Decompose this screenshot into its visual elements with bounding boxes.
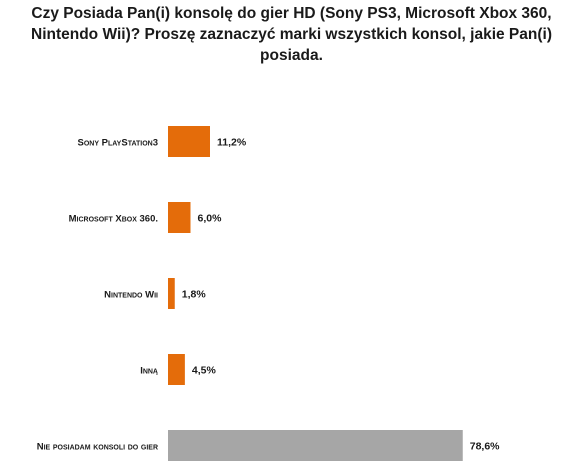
category-label-0: Sony PlayStation3: [78, 138, 158, 149]
category-label-4: Nie posiadam konsoli do gier: [37, 442, 158, 453]
value-label-4: 78,6%: [470, 441, 500, 453]
bar-0: [168, 126, 210, 157]
value-label-3: 4,5%: [192, 365, 217, 377]
category-label-3: Inną: [140, 366, 158, 377]
chart-title: Czy Posiada Pan(i) konsolę do gier HD (S…: [31, 5, 552, 64]
bar-1: [168, 202, 191, 233]
value-label-1: 6,0%: [198, 213, 223, 225]
bar-4: [168, 430, 463, 461]
bar-2: [168, 278, 175, 309]
category-label-2: Nintendo Wii: [104, 290, 158, 301]
bar-3: [168, 354, 185, 385]
value-label-2: 1,8%: [182, 289, 207, 301]
value-label-0: 11,2%: [217, 137, 247, 149]
category-label-1: Microsoft Xbox 360.: [69, 214, 158, 225]
